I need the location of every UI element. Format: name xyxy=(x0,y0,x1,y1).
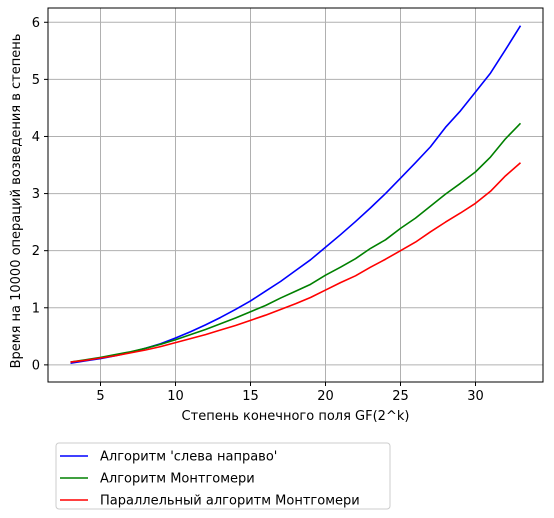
series-line-1 xyxy=(70,25,522,364)
x-tick-label: 15 xyxy=(242,389,259,404)
grid xyxy=(48,8,543,382)
x-tick-label: 20 xyxy=(317,389,334,404)
y-tick-label: 1 xyxy=(32,301,40,316)
x-tick-label: 10 xyxy=(167,389,184,404)
y-tick-label: 6 xyxy=(32,16,40,31)
plot-frame xyxy=(47,7,544,383)
x-axis-label: Степень конечного поля GF(2^k) xyxy=(182,409,410,424)
y-axis-label: Время на 10000 операций возведения в сте… xyxy=(9,34,24,369)
y-tick-label: 5 xyxy=(32,73,40,88)
x-tick-label: 30 xyxy=(467,389,484,404)
axis-ticks: 5 10 15 20 25 30 0 1 2 3 4 5 6 xyxy=(32,16,484,404)
legend-label-2: Алгоритм Монтгомери xyxy=(100,472,255,487)
y-tick-label: 4 xyxy=(32,130,40,145)
legend: Алгоритм 'слева направо' Алгоритм Монтгом… xyxy=(55,442,391,510)
legend-label-3: Параллельный алгоритм Монтгомери xyxy=(100,494,360,509)
legend-label-1: Алгоритм 'слева направо' xyxy=(100,450,277,465)
x-tick-label: 25 xyxy=(392,389,409,404)
series-line-2 xyxy=(70,122,522,363)
y-tick-label: 0 xyxy=(32,358,40,373)
y-tick-label: 3 xyxy=(32,187,40,202)
series-line-3 xyxy=(70,162,522,363)
series-lines xyxy=(70,25,522,364)
x-tick-label: 5 xyxy=(96,389,104,404)
legend-box xyxy=(55,442,391,510)
y-tick-label: 2 xyxy=(32,244,40,259)
